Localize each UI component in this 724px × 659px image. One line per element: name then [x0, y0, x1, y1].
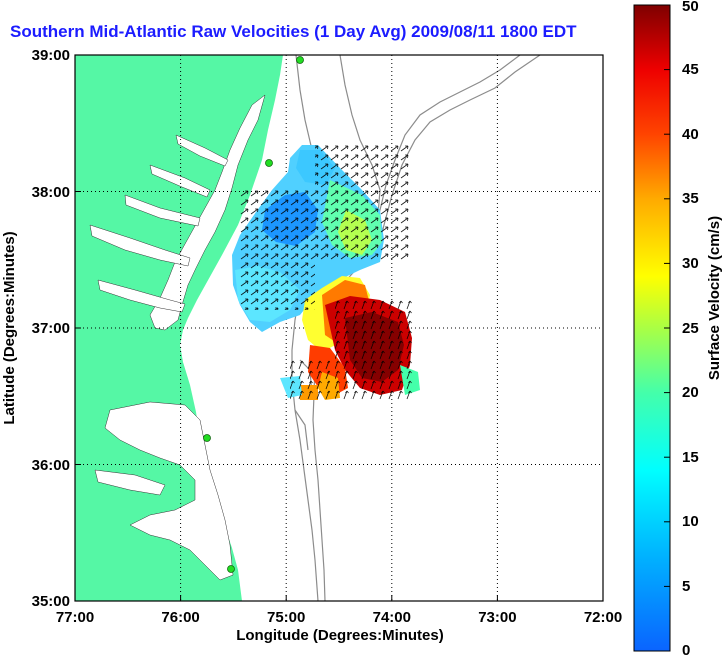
colorbar-tick-label: 45 — [682, 61, 699, 78]
colorbar-tick-label: 15 — [682, 449, 699, 466]
colorbar-ticks — [664, 4, 670, 652]
lon-tick-label: 75:00 — [267, 609, 305, 626]
lat-tick-label: 38:00 — [32, 184, 70, 201]
lon-tick-label: 72:00 — [584, 609, 622, 626]
colorbar-label: Surface Velocity (cm/s) — [706, 216, 723, 380]
colorbar-tick-label: 35 — [682, 190, 699, 207]
colorbar-tick-label: 40 — [682, 126, 699, 143]
colorbar-tick-label: 20 — [682, 384, 699, 401]
axis-ticks — [74, 54, 604, 602]
colorbar-tick-label: 10 — [682, 513, 699, 530]
velocity-field — [232, 145, 420, 400]
colorbar-tick-label: 0 — [682, 642, 690, 659]
colorbar-tick-label: 30 — [682, 255, 699, 272]
chart-title: Southern Mid-Atlantic Raw Velocities (1 … — [10, 22, 577, 41]
lon-tick-label: 73:00 — [478, 609, 516, 626]
sound-water — [104, 401, 234, 581]
lat-tick-label: 37:00 — [32, 320, 70, 337]
x-axis-label: Longitude (Degrees:Minutes) — [236, 627, 444, 644]
colorbar-tick-label: 5 — [682, 578, 690, 595]
colorbar-tick-label: 25 — [682, 320, 699, 337]
colorbar-tick-label: 50 — [682, 0, 699, 15]
lon-tick-label: 77:00 — [56, 609, 94, 626]
lat-tick-label: 35:00 — [32, 593, 70, 610]
lon-tick-label: 74:00 — [373, 609, 411, 626]
lat-tick-label: 36:00 — [32, 457, 70, 474]
lon-tick-label: 76:00 — [161, 609, 199, 626]
station-markers — [203, 56, 304, 573]
y-axis-label: Latitude (Degrees:Minutes) — [1, 231, 18, 424]
lat-tick-label: 39:00 — [32, 47, 70, 64]
